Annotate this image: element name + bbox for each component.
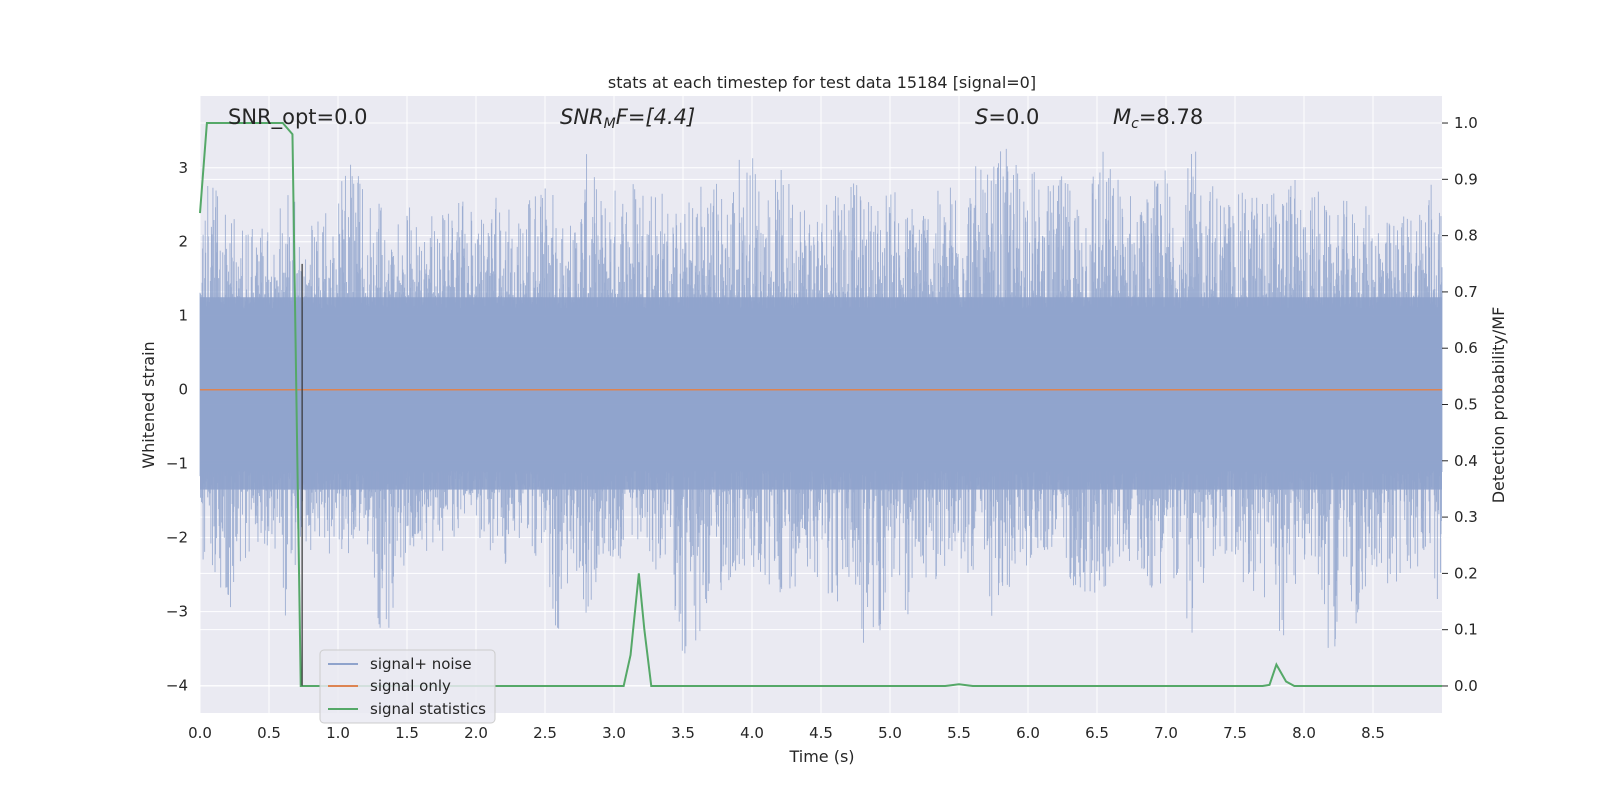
y2-tick-label: 0.9: [1454, 170, 1478, 188]
snr-mf-main: SNR: [560, 105, 604, 129]
y-tick-label: −2: [166, 529, 188, 547]
x-tick-label: 5.0: [878, 724, 902, 742]
s-rest: =0.0: [988, 105, 1039, 129]
x-axis-ticks: 0.0 0.5 1.0 1.5 2.0 2.5 3.0 3.5 4.0 4.5 5.0 5.5 6.0 6…: [188, 724, 1385, 742]
x-tick-label: 1.5: [395, 724, 419, 742]
x-tick-label: 6.5: [1085, 724, 1109, 742]
y2-tick-label: 0.3: [1454, 508, 1478, 526]
legend-label-signal-statistics: signal statistics: [370, 700, 486, 718]
x-tick-label: 2.5: [533, 724, 557, 742]
y-tick-label: 0: [178, 381, 188, 399]
y2-tick-label: 0.7: [1454, 283, 1478, 301]
signal-statistics-line: [199, 122, 1442, 687]
y2-tick-label: 0.4: [1454, 452, 1478, 470]
x-tick-label: 4.5: [809, 724, 833, 742]
x-tick-label: 6.0: [1016, 724, 1040, 742]
y2-tick-label: 0.2: [1454, 564, 1478, 582]
legend: signal+ noise signal only signal statist…: [319, 649, 496, 724]
y2-tick-label: 0.1: [1454, 621, 1478, 639]
y2-tick-label: 0.0: [1454, 677, 1478, 695]
x-tick-label: 3.5: [671, 724, 695, 742]
x-tick-label: 7.5: [1223, 724, 1247, 742]
x-tick-label: 8.0: [1292, 724, 1316, 742]
legend-label-signal-only: signal only: [370, 677, 451, 695]
x-tick-label: 0.5: [257, 724, 281, 742]
signal-noise-series: [199, 148, 1443, 654]
y-tick-label: 1: [178, 307, 188, 325]
x-tick-label: 1.0: [326, 724, 350, 742]
x-tick-label: 7.0: [1154, 724, 1178, 742]
y2-tick-label: 0.6: [1454, 339, 1478, 357]
y-axis-left-ticks: −4 −3 −2 −1 0 1 2 3: [166, 159, 188, 695]
y-tick-label: −3: [166, 603, 188, 621]
mc-sub: c: [1131, 116, 1139, 132]
signal-noise-core: [200, 297, 1442, 490]
y-axis-right-ticks: 0.0 0.1 0.2 0.3 0.4 0.5 0.6 0.7 0.8 0.9 1.0: [1442, 114, 1478, 695]
legend-box: [319, 649, 496, 724]
signal-statistics-series: [199, 122, 1442, 687]
mc-annotation: Mc=8.78: [1113, 105, 1203, 132]
y-tick-label: 2: [178, 233, 188, 251]
y-tick-label: −1: [166, 455, 188, 473]
snr-mf-rest: F=[4.4]: [616, 105, 695, 129]
y2-tick-label: 0.5: [1454, 396, 1478, 414]
mc-var: M: [1113, 105, 1131, 129]
snr-mf-annotation: SNRMF=[4.4]: [560, 105, 695, 132]
snr-opt-annotation: SNR_opt=0.0: [228, 105, 368, 130]
legend-label-signal-noise: signal+ noise: [370, 655, 472, 673]
snr-mf-sub: M: [604, 116, 616, 132]
y-axis-right-label: Detection probability/MF: [1489, 307, 1508, 504]
x-tick-label: 3.0: [602, 724, 626, 742]
y-tick-label: 3: [178, 159, 188, 177]
x-tick-label: 8.5: [1361, 724, 1385, 742]
y2-tick-label: 1.0: [1454, 114, 1478, 132]
s-annotation: S=0.0: [975, 105, 1039, 129]
chart-title: stats at each timestep for test data 151…: [608, 73, 1036, 92]
x-tick-label: 4.0: [740, 724, 764, 742]
mc-rest: =8.78: [1139, 105, 1203, 129]
s-var: S: [975, 105, 988, 129]
x-tick-label: 0.0: [188, 724, 212, 742]
y2-tick-label: 0.8: [1454, 227, 1478, 245]
y-tick-label: −4: [166, 677, 188, 695]
y-axis-left-label: Whitened strain: [139, 341, 158, 468]
x-tick-label: 2.0: [464, 724, 488, 742]
x-axis-label: Time (s): [788, 747, 854, 766]
x-tick-label: 5.5: [947, 724, 971, 742]
